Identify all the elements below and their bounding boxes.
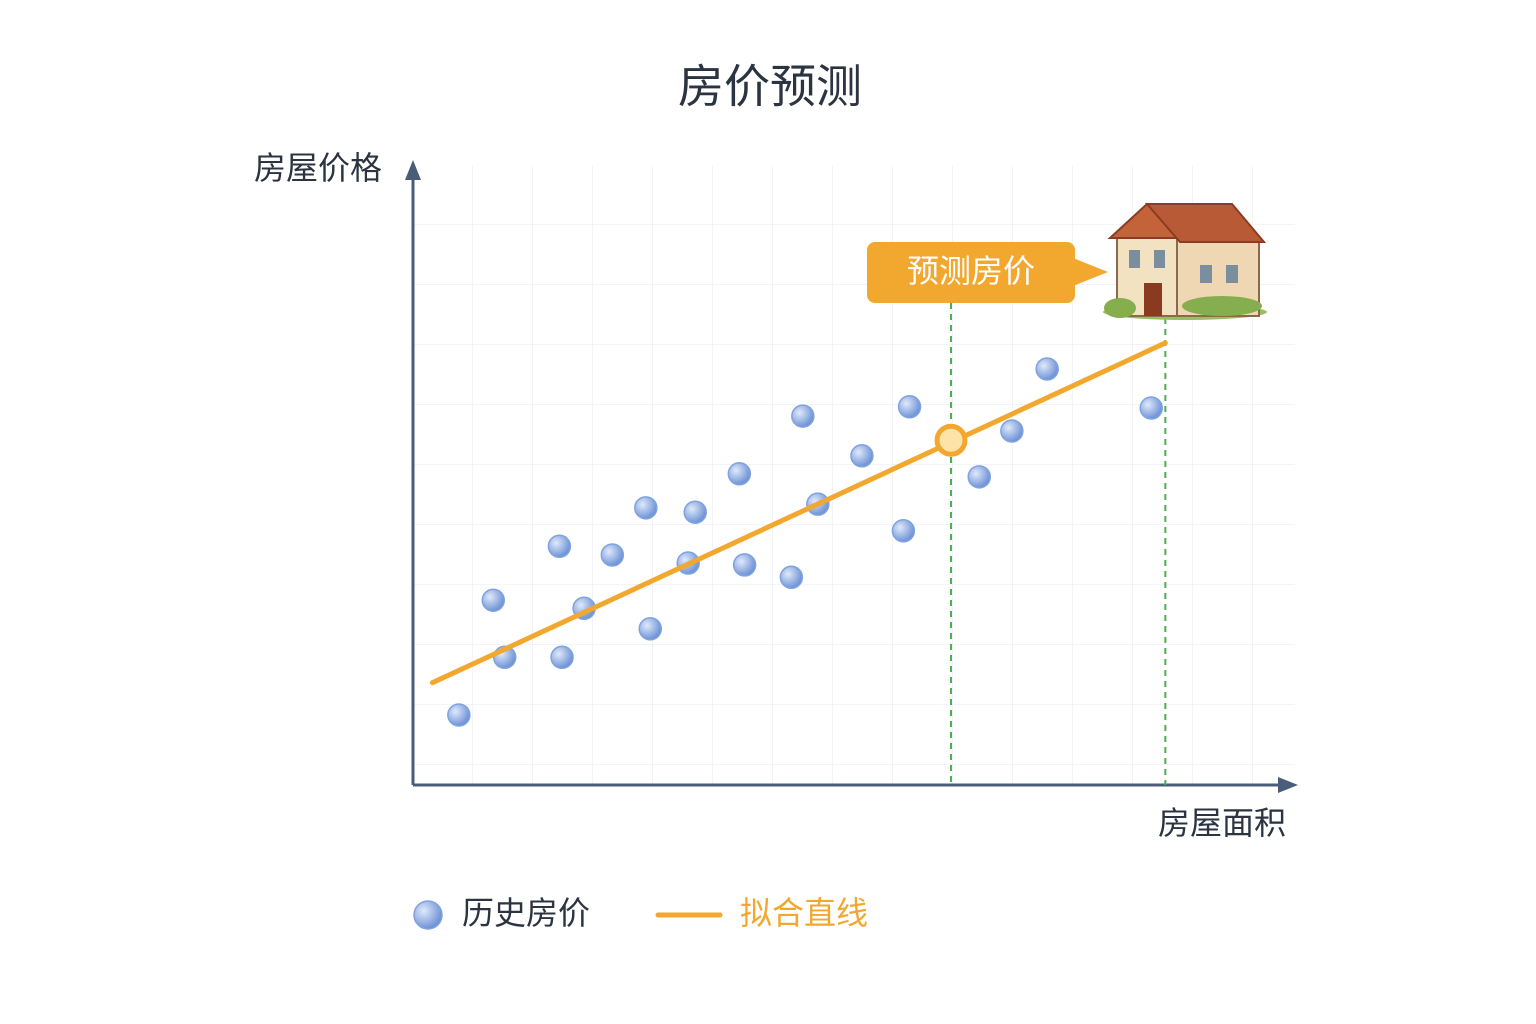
x-axis-arrow <box>1278 777 1298 793</box>
data-point <box>600 543 625 567</box>
data-point <box>727 462 752 486</box>
data-point <box>447 703 471 727</box>
legend-marker <box>413 900 443 930</box>
data-point <box>1139 396 1163 420</box>
prediction-point <box>934 423 968 457</box>
chart-title: 房价预测 <box>678 60 862 114</box>
data-point <box>683 500 707 524</box>
callout-pointer <box>1073 258 1108 286</box>
data-point <box>1000 419 1024 443</box>
data-point <box>481 588 506 612</box>
data-point <box>850 444 874 468</box>
legend-label: 拟合直线 <box>740 894 868 932</box>
data-point <box>547 534 572 559</box>
data-point <box>550 645 574 670</box>
data-point <box>891 519 916 543</box>
callout: 预测房价 <box>867 242 1108 303</box>
data-point <box>791 404 815 428</box>
data-point <box>897 395 922 419</box>
legend: 历史房价 拟合直线 <box>413 894 868 932</box>
data-point <box>634 496 658 520</box>
callout-box <box>867 242 1075 303</box>
data-point <box>779 565 804 590</box>
data-point <box>732 553 757 577</box>
x-axis-label: 房屋面积 <box>1158 804 1286 842</box>
data-point <box>638 617 663 641</box>
fit-line <box>429 340 1168 686</box>
data-point <box>967 465 991 489</box>
y-axis-arrow <box>405 160 421 180</box>
y-axis-label: 房屋价格 <box>254 149 382 187</box>
house-icon <box>1103 202 1267 320</box>
data-point <box>1035 357 1059 381</box>
legend-label: 历史房价 <box>462 894 590 932</box>
plot-area <box>429 303 1168 785</box>
callout-text: 预测房价 <box>907 252 1035 290</box>
